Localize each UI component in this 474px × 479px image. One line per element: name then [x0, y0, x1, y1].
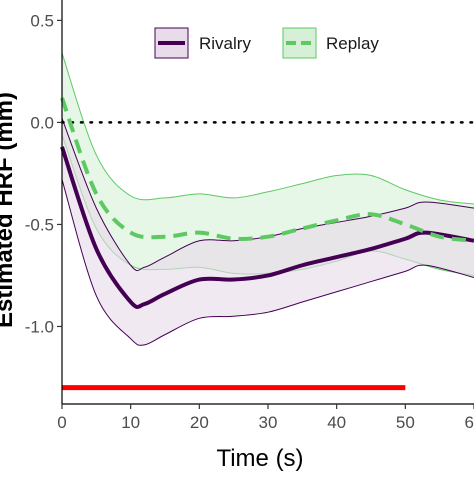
rivalry-legend-label: Rivalry — [199, 34, 251, 53]
x-tick-label: 10 — [121, 413, 140, 432]
axes: 0 10 20 30 40 50 60 0.5 0.0 -0.5 -1.0 — [25, 0, 474, 432]
rivalry-ci-lower-edge — [61, 179, 474, 346]
x-tick-label: 60 — [465, 413, 474, 432]
confidence-bands — [61, 52, 474, 346]
x-tick-label: 20 — [190, 413, 209, 432]
replay-ci-upper-edge — [61, 52, 474, 205]
rivalry-ci-band — [62, 118, 474, 346]
reference-layer — [60, 121, 474, 391]
x-tick-label: 30 — [259, 413, 278, 432]
replay-legend-label: Replay — [326, 34, 379, 53]
y-tick-label: -0.5 — [25, 215, 54, 234]
y-axis-title: Estimated HRF (mm) — [0, 92, 18, 328]
y-tick-label: 0.0 — [30, 113, 54, 132]
y-tick-label: 0.5 — [30, 11, 54, 30]
y-tick-label: -1.0 — [25, 317, 54, 336]
x-axis-title: Time (s) — [216, 445, 303, 472]
replay-mean-line — [60, 97, 474, 243]
x-tick-label: 0 — [57, 413, 66, 432]
x-tick-label: 40 — [327, 413, 346, 432]
legend: Rivalry Replay — [154, 27, 379, 59]
rivalry-mean-line — [60, 146, 474, 310]
x-tick-label: 50 — [396, 413, 415, 432]
series-lines — [60, 97, 474, 310]
